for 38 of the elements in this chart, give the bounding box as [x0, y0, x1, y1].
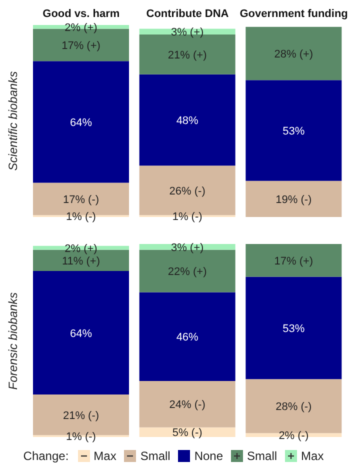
data-label: 48% [176, 115, 199, 128]
x-tick-label: Government funding [240, 8, 348, 20]
data-label: 1% (-) [66, 431, 96, 444]
data-label: 2% (+) [64, 22, 98, 34]
x-tick-label: Good vs. harm [42, 8, 120, 20]
data-label: 26% (-) [169, 185, 206, 198]
data-label: 22% (+) [168, 266, 207, 278]
data-label: 2% (+) [64, 242, 98, 255]
y-axis-title: Scientific biobanks [6, 71, 20, 171]
legend-label: None [194, 449, 224, 463]
data-label: 1% (-) [66, 211, 96, 224]
data-label: 21% (+) [168, 49, 207, 62]
legend-label: Max [94, 449, 116, 463]
data-label: 1% (-) [172, 211, 202, 224]
data-label: 53% [282, 322, 305, 335]
data-label: 3% (+) [170, 242, 204, 254]
legend-title: Change: [23, 449, 69, 463]
data-label: 24% (-) [169, 399, 206, 412]
data-label: 53% [282, 126, 305, 138]
data-label: 17% (-) [62, 194, 100, 206]
data-label: 17% (+) [274, 255, 314, 268]
data-label: 64% [70, 116, 92, 129]
y-axis-title: Forensic biobanks [6, 292, 20, 390]
data-label: 28% (+) [274, 48, 314, 61]
legend-label: Small [140, 449, 170, 463]
x-tick-label: Contribute DNA [146, 8, 229, 20]
data-label: 64% [70, 328, 92, 340]
legend-label: Max [301, 449, 324, 463]
data-label: 3% (+) [170, 26, 204, 39]
data-label: 19% (-) [276, 194, 312, 206]
data-label: 21% (-) [62, 410, 100, 422]
data-label: 17% (+) [62, 40, 100, 52]
data-label: 28% (-) [276, 401, 312, 414]
data-label: 2% (-) [278, 430, 309, 442]
data-label: 11% (+) [62, 255, 100, 268]
legend-label: Small [247, 449, 278, 463]
data-label: 5% (-) [172, 427, 202, 440]
data-label: 46% [176, 332, 199, 344]
